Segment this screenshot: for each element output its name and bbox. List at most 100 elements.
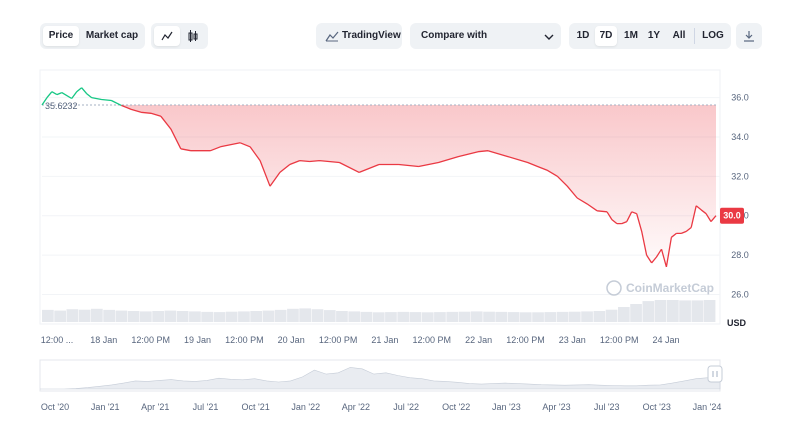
x-tick-label: 21 Jan	[371, 335, 398, 345]
volume-bar	[532, 312, 544, 322]
volume-bar	[605, 309, 618, 322]
volume-bar	[189, 311, 201, 322]
compare-with-label: Compare with	[421, 30, 488, 41]
tradingview-button[interactable]: TradingView	[316, 23, 402, 49]
watermark-text: CoinMarketCap	[626, 281, 714, 295]
volume-bar	[507, 312, 520, 322]
candlestick-icon	[188, 30, 198, 42]
navigator[interactable]	[39, 359, 723, 392]
volume-bar	[54, 310, 66, 322]
volume-bar	[78, 309, 91, 322]
line-chart-button[interactable]	[154, 26, 180, 46]
volume-bar	[385, 312, 397, 322]
below-open-area	[42, 105, 716, 267]
volume-bar	[568, 311, 581, 322]
volume-bar	[495, 311, 508, 322]
price-tab[interactable]: Price	[43, 26, 79, 46]
volume-bar	[176, 311, 189, 322]
volume-bar	[703, 300, 716, 322]
navigator-tick-label: Jul '23	[594, 402, 620, 412]
toolbar-divider	[694, 28, 695, 44]
x-tick-label: 12:00 PM	[506, 335, 545, 345]
y-axis: 36.034.032.030.028.026.0	[731, 93, 749, 300]
volume-bar	[470, 311, 483, 322]
chart-toolbar: Price Market cap TradingView Compare wit…	[0, 23, 800, 49]
x-axis: 12:00 ... 18 Jan 12:00 PM 19 Jan 12:00 PM 20 …	[41, 335, 680, 345]
navigator-tick-label: Oct '20	[41, 402, 69, 412]
navigator-tick-label: Apr '21	[141, 402, 169, 412]
x-tick-label: 22 Jan	[465, 335, 492, 345]
range-1y-button[interactable]: 1Y	[647, 30, 661, 41]
chevron-down-icon	[544, 34, 554, 40]
volume-bar	[91, 308, 103, 322]
navigator-tick-label: Oct '21	[241, 402, 269, 412]
candlestick-button[interactable]	[181, 26, 205, 46]
tradingview-label: TradingView	[342, 30, 401, 41]
volume-bar	[556, 311, 569, 322]
y-tick-label: 36.0	[731, 93, 749, 103]
volume-bar	[434, 312, 446, 322]
navigator-handle[interactable]	[707, 365, 723, 383]
volume-bar	[679, 300, 691, 322]
plot-frame	[39, 69, 721, 325]
navigator-tick-label: Jan '24	[693, 402, 722, 412]
navigator-tick-label: Apr '23	[542, 402, 570, 412]
volume-bar	[581, 311, 593, 322]
volume-bar	[164, 310, 177, 322]
range-7d-button[interactable]: 7D	[595, 26, 617, 46]
volume-bar	[519, 312, 532, 322]
navigator-tick-label: Oct '23	[643, 402, 671, 412]
x-tick-label: 20 Jan	[278, 335, 305, 345]
volume-bar	[262, 310, 275, 322]
x-tick-label: 12:00 PM	[600, 335, 639, 345]
navigator-tick-label: Apr '22	[342, 402, 370, 412]
y-tick-label: 34.0	[731, 132, 749, 142]
range-1d-button[interactable]: 1D	[576, 30, 590, 41]
navigator-tick-label: Jan '23	[492, 402, 521, 412]
navigator-tick-label: Jul '21	[193, 402, 219, 412]
volume-bar	[323, 310, 336, 322]
current-price-value: 30.0	[723, 211, 741, 221]
compare-with-select[interactable]: Compare with	[410, 23, 561, 49]
y-tick-label: 26.0	[731, 289, 749, 299]
volume-bar	[152, 311, 164, 322]
volume-bar	[483, 311, 495, 322]
log-scale-button[interactable]: LOG	[702, 30, 724, 41]
volume-bar	[238, 311, 250, 322]
y-tick-label: 28.0	[731, 250, 749, 260]
volume-bar	[274, 309, 287, 322]
x-tick-label: 12:00 PM	[319, 335, 358, 345]
volume-bar	[409, 312, 422, 322]
volume-bar	[667, 300, 679, 322]
volume-bar	[544, 312, 557, 322]
volume-bar	[311, 309, 324, 322]
volume-bar	[115, 310, 128, 322]
range-1m-button[interactable]: 1M	[624, 30, 638, 41]
volume-bar	[201, 311, 213, 322]
current-price-badge-bg	[720, 207, 744, 224]
x-tick-label: 19 Jan	[184, 335, 211, 345]
x-tick-label: 12:00 ...	[41, 335, 74, 345]
x-tick-label: 12:00 PM	[413, 335, 452, 345]
volume-bar	[618, 307, 630, 322]
volume-bar	[42, 309, 54, 322]
volume-bar	[372, 312, 385, 322]
navigator-tick-label: Jan '21	[91, 402, 120, 412]
open-price-label: 35.6232	[45, 101, 78, 111]
navigator-tick-label: Jan '22	[291, 402, 320, 412]
market-cap-tab[interactable]: Market cap	[85, 30, 139, 41]
navigator-tick-label: Oct '22	[442, 402, 470, 412]
x-tick-label: 18 Jan	[90, 335, 117, 345]
watermark: CoinMarketCap	[606, 280, 714, 296]
download-button[interactable]	[736, 23, 762, 49]
navigator-x-axis: Oct '20 Jan '21 Apr '21 Jul '21 Oct '21 Jan '…	[41, 402, 721, 412]
x-tick-label: 12:00 PM	[131, 335, 170, 345]
volume-bar	[458, 311, 471, 322]
volume-bars	[42, 300, 716, 322]
volume-bar	[103, 309, 115, 322]
x-tick-label: 23 Jan	[559, 335, 586, 345]
range-all-button[interactable]: All	[672, 30, 686, 41]
current-price-badge: 30.0	[720, 207, 744, 224]
volume-bar	[421, 312, 434, 322]
